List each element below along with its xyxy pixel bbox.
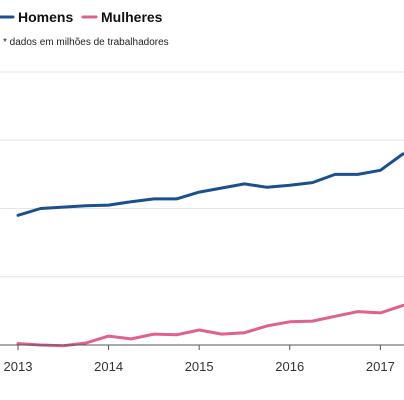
legend-label-homens: Homens xyxy=(18,9,73,25)
x-tick-label: 2016 xyxy=(275,359,304,374)
grid-lines xyxy=(0,71,404,278)
legend-item-mulheres: Mulheres xyxy=(81,9,163,25)
x-tick-label: 2013 xyxy=(4,359,33,374)
x-tick-label: 2017 xyxy=(366,359,395,374)
legend: Homens Mulheres xyxy=(0,9,163,25)
series-lines xyxy=(16,152,404,348)
chart-note: * dados em milhões de trabalhadores xyxy=(3,37,169,48)
x-tick-label: 2014 xyxy=(94,359,123,374)
x-axis-ticks: 2013 2014 2015 2016 2017 xyxy=(4,345,395,374)
series-line-homens xyxy=(16,152,404,217)
legend-item-homens: Homens xyxy=(0,9,73,25)
x-tick-label: 2015 xyxy=(185,359,214,374)
legend-label-mulheres: Mulheres xyxy=(101,9,163,25)
series-line-mulheres xyxy=(16,303,404,348)
